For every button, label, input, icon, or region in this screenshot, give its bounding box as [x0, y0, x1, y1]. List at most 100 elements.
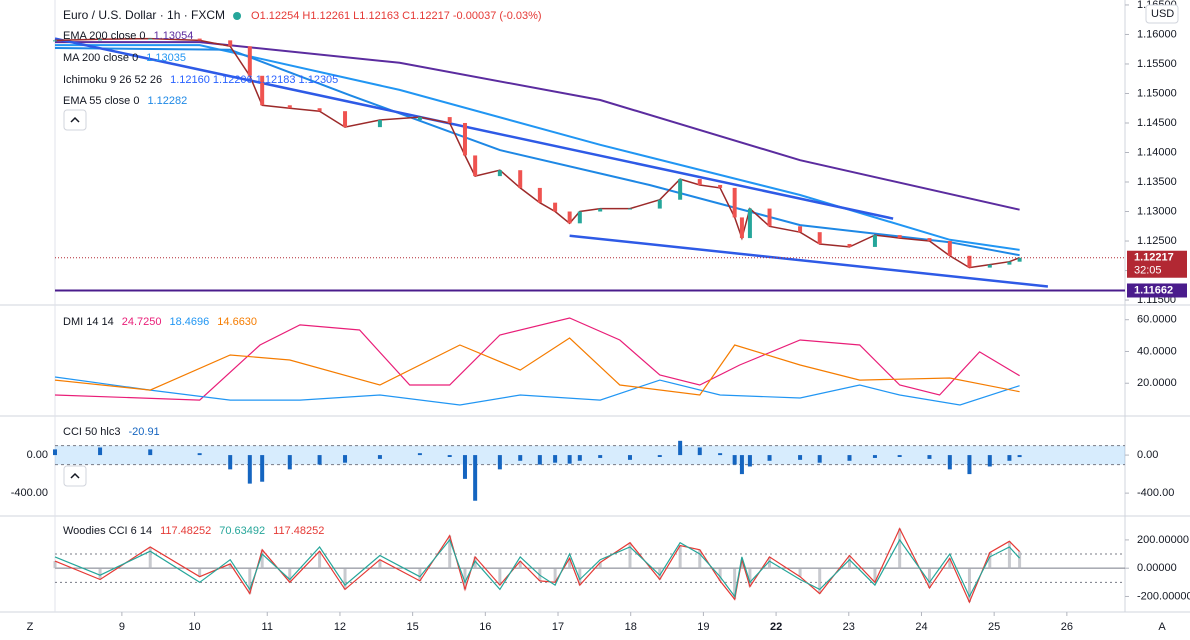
histogram-bar [228, 563, 232, 569]
cci-bar [847, 455, 852, 461]
candle [598, 208, 603, 212]
cci-bar [739, 455, 744, 475]
y-tick-label: 1.15500 [1137, 58, 1177, 70]
histogram-bar [498, 568, 502, 586]
histogram-bar [553, 568, 557, 583]
legend-text: 1.12282 [147, 95, 187, 107]
cci-bar [657, 455, 662, 457]
candle [767, 208, 772, 227]
currency-label[interactable]: USD [1151, 8, 1174, 20]
status-dot [233, 12, 242, 20]
countdown-label: 32:05 [1134, 265, 1162, 277]
cci-bar [732, 455, 737, 465]
cci-bar [627, 455, 632, 460]
candle [287, 105, 292, 109]
histogram-bar [748, 568, 752, 587]
x-tick-label: 11 [262, 621, 273, 633]
cci-bar [228, 455, 233, 470]
legend-text: 117.48252 [160, 525, 211, 537]
cci-bar [718, 453, 723, 456]
histogram-bar [318, 551, 322, 569]
cci-bar [798, 455, 803, 460]
histogram-bar [148, 546, 152, 569]
corner-right[interactable]: A [1158, 621, 1166, 633]
price-line [54, 37, 1020, 269]
cci-band [55, 445, 1125, 465]
x-tick-label: 19 [697, 621, 709, 633]
x-tick-label: 23 [843, 621, 855, 633]
cci-bar [967, 455, 972, 475]
legend-text: MA 200 close 0 [63, 52, 138, 64]
histogram-bar [948, 558, 952, 569]
cci-bar [747, 455, 752, 467]
indicator-line [54, 317, 1020, 401]
cci-bar [1017, 455, 1022, 458]
histogram-bar [1007, 541, 1011, 569]
histogram-bar [988, 552, 992, 569]
cci-bar [598, 455, 603, 458]
collapse-button[interactable] [63, 109, 87, 131]
legend-text: Euro / U.S. Dollar · 1h · FXCM [63, 8, 225, 22]
cci-bar [98, 447, 103, 456]
cci-bar [260, 455, 265, 482]
y-tick-label: 1.13000 [1137, 205, 1177, 217]
cci-bar [473, 455, 478, 501]
candle [1007, 261, 1012, 265]
currency-button[interactable] [1145, 4, 1179, 24]
candle [657, 199, 662, 209]
x-tick-label: 12 [334, 621, 346, 633]
indicator-line [54, 376, 1020, 406]
indicator-line [54, 527, 1021, 604]
moving-average-line [55, 41, 1020, 211]
legend-text: EMA 200 close 0 [63, 30, 146, 42]
candle [53, 40, 57, 42]
candle [260, 75, 265, 106]
candle [732, 187, 737, 218]
x-tick-label: 22 [770, 621, 782, 633]
histogram-bar [53, 561, 57, 569]
y-tick-label: 1.15000 [1137, 87, 1177, 99]
candle [247, 46, 252, 76]
y-tick-label: 0.00000 [1137, 562, 1177, 574]
candle [577, 211, 582, 224]
legend-text: 1.13054 [154, 30, 194, 42]
x-tick-label: 18 [625, 621, 637, 633]
histogram-bar [288, 568, 292, 583]
histogram-bar [598, 562, 602, 569]
cci-bar [247, 455, 252, 484]
legend-text: Woodies CCI 6 14 [63, 525, 152, 537]
y-tick-label: 0.00 [27, 449, 48, 461]
candle [377, 120, 382, 128]
legend-text: 70.63492 [219, 525, 265, 537]
cci-bar [872, 455, 877, 458]
candle [317, 108, 322, 112]
y-tick-label: -400.00 [11, 487, 48, 499]
collapse-button[interactable] [63, 465, 87, 487]
candle [343, 111, 348, 128]
trendline [54, 37, 894, 220]
legend-text: CCI 50 hlc3 [63, 426, 120, 438]
collapse-icon [70, 472, 80, 479]
legend-text: DMI 14 14 [63, 316, 114, 328]
histogram-bar [198, 568, 202, 577]
cci-bar [577, 455, 582, 461]
histogram-bar [260, 549, 264, 569]
histogram-bar [678, 545, 682, 569]
legend-text: O1.12254 H1.12261 L1.12163 C1.12217 -0.0… [251, 10, 542, 22]
candle [553, 202, 558, 212]
y-tick-label: 1.14500 [1137, 117, 1177, 129]
histogram-bar [98, 568, 102, 580]
indicator-line [54, 337, 1020, 396]
cci-bar [53, 449, 57, 456]
cci-bar [1007, 455, 1012, 461]
cci-bar [343, 455, 348, 463]
cci-bar [987, 455, 992, 467]
candle [497, 170, 502, 177]
last-price-box [1127, 250, 1187, 278]
corner-left[interactable]: Z [27, 621, 34, 633]
histogram-bar [628, 542, 632, 569]
cci-bar [447, 455, 452, 457]
cci-bar [817, 455, 822, 463]
